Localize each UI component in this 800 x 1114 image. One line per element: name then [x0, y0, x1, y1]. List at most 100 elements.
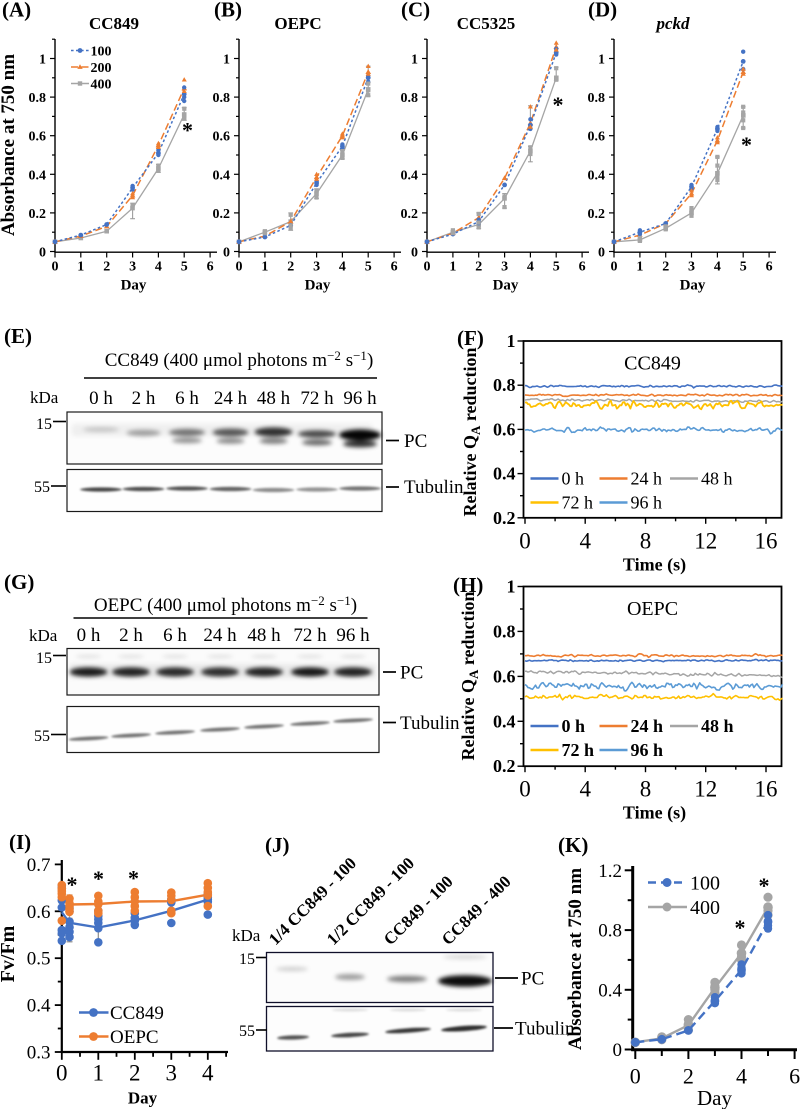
- svg-text:Day: Day: [128, 1089, 158, 1108]
- svg-text:100: 100: [690, 873, 720, 895]
- svg-text:1: 1: [411, 53, 418, 68]
- svg-text:0.2: 0.2: [401, 207, 419, 222]
- svg-text:96 h: 96 h: [336, 625, 370, 646]
- svg-text:2: 2: [287, 260, 294, 275]
- svg-text:200: 200: [91, 61, 112, 76]
- svg-text:1.2: 1.2: [598, 861, 622, 882]
- svg-text:OEPC: OEPC: [627, 598, 678, 620]
- svg-text:2: 2: [662, 260, 669, 275]
- svg-text:0 h: 0 h: [562, 469, 585, 489]
- svg-text:72 h: 72 h: [562, 493, 594, 513]
- svg-text:(F): (F): [457, 326, 484, 350]
- svg-text:(I): (I): [9, 830, 31, 854]
- svg-text:0.4: 0.4: [493, 464, 516, 484]
- svg-text:2 h: 2 h: [132, 388, 156, 409]
- svg-text:0.8: 0.8: [213, 91, 231, 106]
- svg-text:6: 6: [391, 260, 398, 275]
- svg-text:0.6: 0.6: [27, 902, 51, 923]
- svg-text:55: 55: [34, 479, 50, 496]
- svg-text:PC: PC: [521, 969, 544, 990]
- svg-text:12: 12: [694, 777, 717, 802]
- svg-text:24 h: 24 h: [214, 388, 248, 409]
- svg-text:0: 0: [519, 777, 531, 802]
- svg-text:CC849: CC849: [624, 353, 681, 375]
- svg-text:72 h: 72 h: [562, 740, 595, 760]
- svg-text:0.6: 0.6: [401, 130, 419, 145]
- svg-text:0: 0: [630, 1064, 641, 1089]
- svg-text:4: 4: [736, 1064, 747, 1089]
- svg-text:8: 8: [640, 528, 652, 553]
- svg-text:2 h: 2 h: [119, 625, 143, 646]
- svg-text:*: *: [93, 866, 104, 891]
- svg-text:12: 12: [694, 528, 717, 553]
- svg-text:0: 0: [56, 1061, 68, 1086]
- svg-text:1: 1: [39, 53, 46, 68]
- svg-text:72 h: 72 h: [300, 388, 334, 409]
- svg-text:*: *: [182, 118, 193, 143]
- svg-text:(C): (C): [401, 0, 430, 22]
- svg-text:16: 16: [755, 528, 778, 553]
- svg-text:5: 5: [365, 260, 372, 275]
- svg-text:4: 4: [527, 260, 534, 275]
- svg-text:15: 15: [36, 650, 52, 667]
- svg-text:0: 0: [598, 246, 605, 261]
- svg-text:100: 100: [91, 45, 112, 60]
- svg-text:CC849: CC849: [89, 14, 139, 33]
- svg-text:0.2: 0.2: [588, 207, 606, 222]
- svg-text:1: 1: [261, 260, 268, 275]
- svg-text:1: 1: [93, 1061, 105, 1086]
- svg-text:24 h: 24 h: [631, 469, 663, 489]
- svg-text:CC849 (400 μmol photons m−2 s−: CC849 (400 μmol photons m−2 s−1): [105, 348, 374, 371]
- svg-text:0: 0: [411, 246, 418, 261]
- svg-text:3: 3: [129, 260, 136, 275]
- svg-text:0.8: 0.8: [493, 375, 516, 395]
- svg-text:4: 4: [579, 777, 591, 802]
- svg-text:PC: PC: [404, 431, 427, 452]
- svg-text:0: 0: [223, 246, 230, 261]
- svg-text:55: 55: [34, 728, 50, 745]
- svg-text:1: 1: [223, 53, 230, 68]
- svg-text:Day: Day: [680, 278, 706, 294]
- svg-text:Tubulin: Tubulin: [404, 477, 464, 498]
- svg-text:4: 4: [579, 528, 591, 553]
- svg-text:Absorbance at 750 nm: Absorbance at 750 nm: [565, 868, 586, 1050]
- svg-text:Tubulin: Tubulin: [515, 1019, 575, 1040]
- svg-text:*: *: [128, 866, 139, 891]
- svg-text:0.4: 0.4: [598, 980, 622, 1001]
- svg-text:(B): (B): [214, 0, 242, 22]
- svg-text:OEPC: OEPC: [274, 14, 321, 33]
- svg-text:2: 2: [103, 260, 110, 275]
- svg-text:(J): (J): [265, 833, 290, 857]
- svg-text:0.8: 0.8: [588, 91, 606, 106]
- svg-text:0.6: 0.6: [29, 130, 47, 145]
- svg-text:Day: Day: [305, 278, 331, 294]
- svg-text:(A): (A): [2, 0, 31, 22]
- svg-text:3: 3: [166, 1061, 178, 1086]
- svg-text:48 h: 48 h: [701, 469, 733, 489]
- svg-text:0.8: 0.8: [29, 91, 47, 106]
- svg-text:Day: Day: [493, 278, 519, 294]
- svg-text:0.8: 0.8: [401, 91, 419, 106]
- svg-text:0.7: 0.7: [27, 855, 51, 876]
- svg-text:4: 4: [202, 1061, 214, 1086]
- svg-text:0: 0: [613, 1040, 623, 1061]
- svg-text:0.2: 0.2: [493, 508, 516, 528]
- svg-text:PC: PC: [400, 663, 423, 684]
- svg-text:OEPC: OEPC: [110, 1027, 159, 1048]
- svg-text:*: *: [759, 873, 770, 898]
- svg-text:0 h: 0 h: [77, 625, 101, 646]
- svg-text:Tubulin: Tubulin: [400, 713, 460, 734]
- svg-text:15: 15: [36, 416, 52, 433]
- svg-text:6: 6: [789, 1064, 800, 1089]
- svg-text:3: 3: [313, 260, 320, 275]
- svg-text:0.6: 0.6: [588, 130, 606, 145]
- svg-text:0 h: 0 h: [562, 716, 586, 736]
- svg-text:*: *: [741, 132, 752, 157]
- svg-text:0.4: 0.4: [29, 168, 47, 183]
- svg-text:0 h: 0 h: [89, 388, 113, 409]
- svg-text:6: 6: [207, 260, 214, 275]
- svg-text:8: 8: [640, 777, 652, 802]
- svg-text:(E): (E): [4, 324, 32, 348]
- svg-text:0.8: 0.8: [493, 621, 516, 641]
- svg-text:6 h: 6 h: [175, 388, 199, 409]
